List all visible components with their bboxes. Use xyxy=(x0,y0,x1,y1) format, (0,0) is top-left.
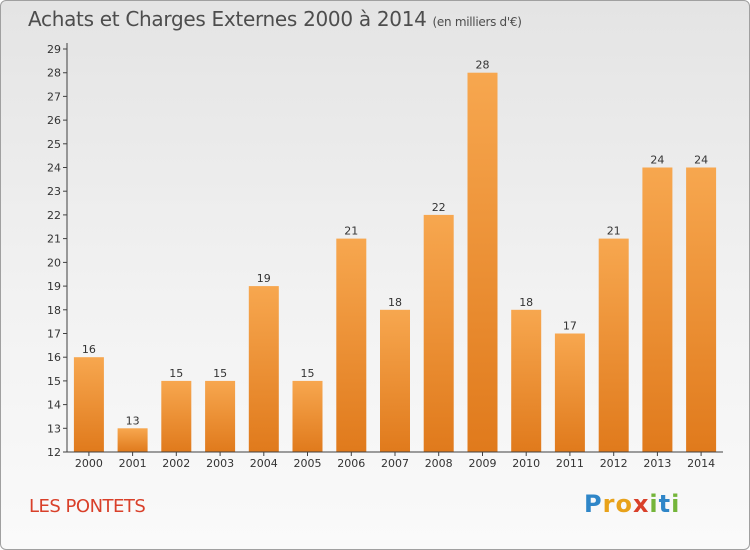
bar-2010 xyxy=(511,309,542,452)
bar-2013 xyxy=(642,167,673,452)
y-tick-label-13: 13 xyxy=(47,422,61,435)
data-label-2004: 19 xyxy=(257,272,271,285)
chart-subtitle: (en milliers d'€) xyxy=(432,15,522,29)
data-label-2007: 18 xyxy=(388,296,402,309)
logo-letter: o xyxy=(615,490,633,518)
y-tick-label-21: 21 xyxy=(47,233,61,246)
logo-letter: i xyxy=(649,490,659,518)
data-label-2014: 24 xyxy=(694,154,708,167)
y-tick-label-15: 15 xyxy=(47,375,61,388)
labels-layer: 16 2000 13 2001 15 2002 15 2003 19 2004 15 2005 21 20… xyxy=(47,43,715,470)
bar-2007 xyxy=(380,309,410,452)
data-label-2001: 13 xyxy=(126,414,140,427)
y-tick-label-28: 28 xyxy=(47,67,61,80)
data-label-2010: 18 xyxy=(519,296,533,309)
y-tick-label-12: 12 xyxy=(47,446,61,459)
bar-2006 xyxy=(336,238,367,452)
y-tick-label-22: 22 xyxy=(47,209,61,222)
data-label-2013: 24 xyxy=(650,154,664,167)
bar-2003 xyxy=(205,380,236,452)
x-tick-label-2004: 2004 xyxy=(250,457,278,470)
data-label-2003: 15 xyxy=(213,367,227,380)
x-tick-label-2002: 2002 xyxy=(162,457,190,470)
y-tick-label-19: 19 xyxy=(47,280,61,293)
chart-title-row: Achats et Charges Externes 2000 à 2014 (e… xyxy=(28,7,522,31)
data-label-2006: 21 xyxy=(344,225,358,238)
y-tick-label-25: 25 xyxy=(47,138,61,151)
y-tick-label-18: 18 xyxy=(47,304,61,317)
place-name: LES PONTETS xyxy=(29,496,146,517)
y-tick-label-14: 14 xyxy=(47,399,61,412)
bar-2001 xyxy=(117,428,148,452)
y-tick-label-16: 16 xyxy=(47,351,61,364)
bar-2014 xyxy=(686,167,717,452)
data-label-2000: 16 xyxy=(82,343,96,356)
x-tick-label-2013: 2013 xyxy=(643,457,671,470)
logo-letter: x xyxy=(632,490,650,518)
y-tick-label-29: 29 xyxy=(47,43,61,56)
data-label-2005: 15 xyxy=(301,367,315,380)
y-tick-label-27: 27 xyxy=(47,90,61,103)
x-tick-label-2008: 2008 xyxy=(425,457,453,470)
y-tick-label-17: 17 xyxy=(47,328,61,341)
bars-layer xyxy=(73,72,717,452)
bar-2004 xyxy=(248,286,279,452)
x-tick-label-2012: 2012 xyxy=(600,457,628,470)
x-tick-label-2007: 2007 xyxy=(381,457,409,470)
chart-title: Achats et Charges Externes 2000 à 2014 xyxy=(28,7,427,31)
x-tick-label-2014: 2014 xyxy=(687,457,715,470)
y-tick-label-23: 23 xyxy=(47,185,61,198)
axes-layer xyxy=(63,43,723,456)
y-tick-label-26: 26 xyxy=(47,114,61,127)
x-tick-label-2006: 2006 xyxy=(337,457,365,470)
x-tick-label-2001: 2001 xyxy=(119,457,147,470)
bar-2005 xyxy=(292,380,323,452)
data-label-2012: 21 xyxy=(607,225,621,238)
logo-letter: P xyxy=(584,490,603,518)
bar-2008 xyxy=(423,214,454,452)
bar-2002 xyxy=(161,380,192,452)
logo-letter: t xyxy=(658,490,672,518)
x-tick-label-2009: 2009 xyxy=(469,457,497,470)
data-label-2011: 17 xyxy=(563,320,577,333)
bar-2011 xyxy=(554,333,585,452)
data-label-2009: 28 xyxy=(476,59,490,72)
proxiti-logo[interactable]: Proxiti xyxy=(584,490,680,518)
x-tick-label-2010: 2010 xyxy=(512,457,540,470)
y-tick-label-24: 24 xyxy=(47,162,61,175)
x-tick-label-2011: 2011 xyxy=(556,457,584,470)
logo-letter: i xyxy=(671,490,681,518)
y-tick-label-20: 20 xyxy=(47,256,61,269)
x-tick-label-2000: 2000 xyxy=(75,457,103,470)
data-label-2008: 22 xyxy=(432,201,446,214)
bar-2009 xyxy=(467,72,498,452)
logo-letter: r xyxy=(602,490,616,518)
bar-2012 xyxy=(598,238,629,452)
bar-2000 xyxy=(73,357,104,452)
x-tick-label-2003: 2003 xyxy=(206,457,234,470)
data-label-2002: 15 xyxy=(169,367,183,380)
x-tick-label-2005: 2005 xyxy=(294,457,322,470)
